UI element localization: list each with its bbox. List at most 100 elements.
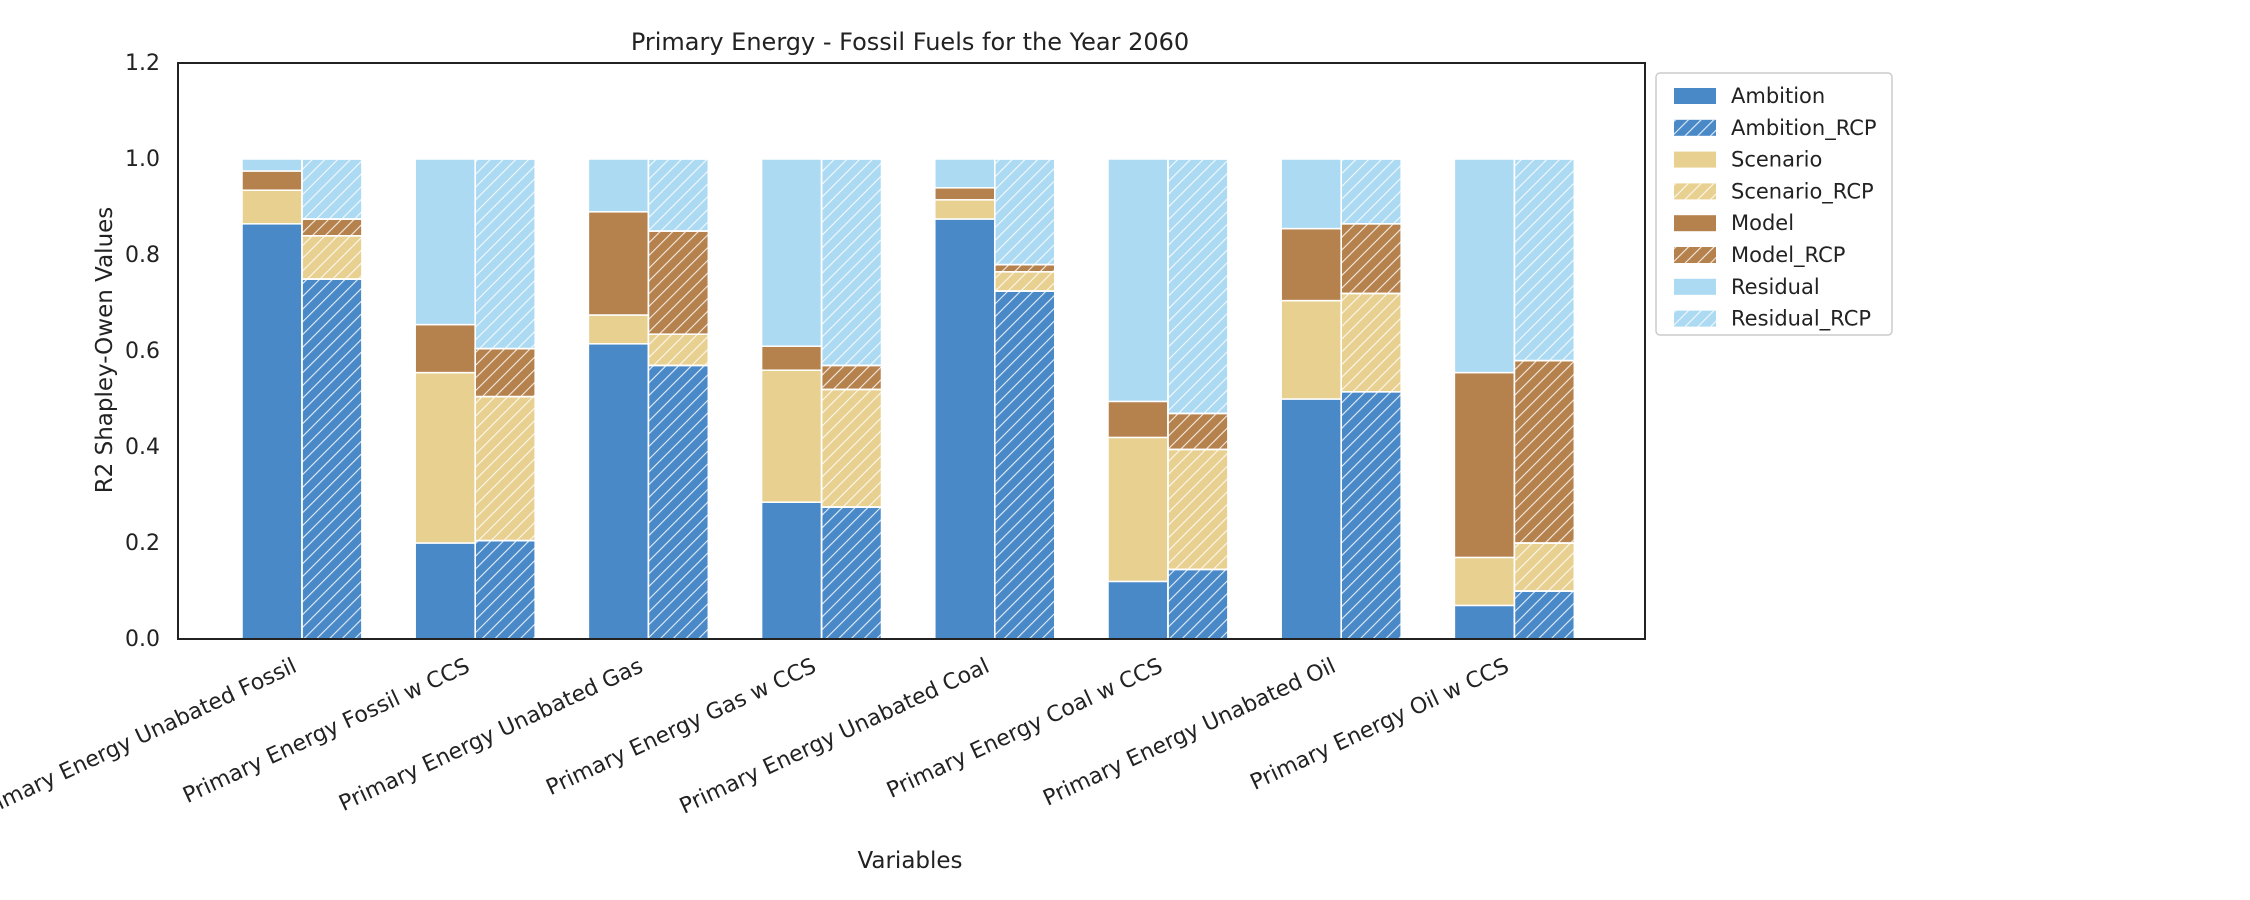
bar-scenario-6: [1107, 436, 1169, 583]
legend: Ambition Ambition_RCP Scenario Scenario_RCP…: [1655, 72, 1893, 336]
bar-hatch-residual-rcp-6: [1167, 158, 1229, 415]
legend-swatch-hatch-residual-rcp: [1674, 310, 1716, 327]
legend-swatch-residual: [1674, 278, 1716, 295]
bar-model-6: [1107, 400, 1169, 439]
bar-hatch-model-rcp-1: [301, 218, 363, 237]
x-tick-label: Primary Energy Unabated Coal: [676, 654, 993, 820]
bar-residual-2: [414, 158, 476, 326]
bar-residual-5: [934, 158, 996, 189]
bar-hatch-model-rcp-3: [647, 230, 710, 335]
bar-hatch-scenario-rcp-6: [1167, 448, 1229, 571]
bar-hatch-scenario-rcp-1: [301, 235, 363, 280]
bar-residual-6: [1107, 158, 1169, 403]
legend-label-residual: Residual: [1731, 275, 1820, 299]
bar-hatch-ambition-rcp-3: [647, 364, 710, 640]
legend-swatch-hatch-scenario-rcp: [1674, 183, 1716, 200]
x-tick-label: Primary Energy Unabated Oil: [1039, 654, 1339, 812]
bar-hatch-model-rcp-8: [1513, 359, 1576, 544]
bars-layer: [241, 158, 1576, 640]
x-axis-label: Variables: [857, 848, 962, 874]
bar-hatch-ambition-rcp-1: [301, 278, 363, 640]
plot-frame: [177, 62, 1646, 640]
bar-scenario-5: [934, 199, 996, 220]
x-tick-label: Primary Energy Fossil w CCS: [179, 654, 473, 809]
bar-hatch-residual-rcp-8: [1513, 158, 1576, 362]
legend-label-ambition: Ambition: [1731, 84, 1825, 108]
bar-hatch-model-rcp-5: [994, 263, 1056, 273]
bar-hatch-scenario-rcp-8: [1513, 542, 1576, 592]
y-tick-label: 0.6: [125, 339, 160, 364]
legend-label-model: Model: [1731, 211, 1794, 235]
bar-scenario-2: [414, 371, 476, 544]
bar-model-3: [587, 211, 650, 316]
bar-scenario-1: [241, 189, 303, 225]
bar-hatch-ambition-rcp-6: [1167, 568, 1229, 640]
bar-model-1: [241, 170, 303, 191]
bar-residual-1: [241, 158, 303, 172]
y-tick-label: 1.0: [125, 147, 160, 172]
bar-model-7: [1280, 227, 1342, 302]
y-tick-labels: 0.0 0.2 0.4 0.6 0.8 1.0 1.2: [125, 51, 160, 652]
x-tick-label: Primary Energy Unabated Gas: [335, 654, 647, 817]
bar-hatch-ambition-rcp-7: [1340, 391, 1402, 640]
legend-swatch-model: [1674, 215, 1716, 232]
x-tick-label: Primary Energy Gas w CCS: [542, 654, 820, 801]
bar-ambition-5: [934, 218, 996, 640]
bar-hatch-scenario-rcp-3: [647, 333, 710, 367]
bar-model-2: [414, 323, 476, 374]
bar-model-8: [1453, 371, 1516, 559]
bar-scenario-4: [760, 369, 823, 503]
legend-label-model-rcp: Model_RCP: [1731, 243, 1845, 268]
chart-title: Primary Energy - Fossil Fuels for the Ye…: [631, 28, 1189, 56]
bar-ambition-2: [414, 542, 476, 640]
bar-hatch-ambition-rcp-5: [994, 290, 1056, 640]
bar-hatch-residual-rcp-3: [647, 158, 710, 232]
bar-hatch-scenario-rcp-2: [474, 395, 536, 542]
bar-ambition-6: [1107, 580, 1169, 640]
legend-swatch-hatch-model-rcp: [1674, 247, 1716, 263]
bar-hatch-model-rcp-2: [474, 347, 536, 398]
bar-hatch-model-rcp-7: [1340, 223, 1402, 295]
y-tick-label: 0.0: [125, 627, 160, 652]
bar-model-5: [934, 187, 996, 201]
bar-hatch-scenario-rcp-4: [820, 388, 883, 508]
bar-hatch-ambition-rcp-2: [474, 539, 536, 640]
y-tick-label: 0.4: [125, 435, 160, 460]
bar-hatch-model-rcp-6: [1167, 412, 1229, 451]
bar-residual-3: [587, 158, 650, 213]
bar-hatch-residual-rcp-1: [301, 158, 363, 220]
legend-label-residual-rcp: Residual_RCP: [1731, 307, 1871, 332]
bar-ambition-7: [1280, 398, 1342, 640]
bar-hatch-ambition-rcp-8: [1513, 590, 1576, 640]
legend-label-scenario: Scenario: [1731, 148, 1822, 172]
legend-box: [1655, 72, 1893, 336]
bar-hatch-model-rcp-4: [820, 364, 883, 391]
bar-hatch-residual-rcp-7: [1340, 158, 1402, 225]
y-tick-label: 0.2: [125, 531, 160, 556]
bar-ambition-8: [1453, 604, 1516, 640]
bar-residual-4: [760, 158, 823, 347]
bar-model-4: [760, 345, 823, 371]
bar-hatch-scenario-rcp-5: [994, 271, 1056, 292]
bar-residual-7: [1280, 158, 1342, 230]
bar-residual-8: [1453, 158, 1516, 374]
y-axis-label: R2 Shapley-Owen Values: [92, 207, 118, 494]
legend-swatch-scenario: [1674, 151, 1716, 168]
bar-scenario-8: [1453, 556, 1516, 607]
bar-hatch-ambition-rcp-4: [820, 506, 883, 640]
bar-hatch-residual-rcp-4: [820, 158, 883, 367]
y-tick-label: 1.2: [125, 51, 160, 76]
bar-ambition-3: [587, 343, 650, 640]
bar-ambition-1: [241, 223, 303, 640]
legend-swatch-ambition: [1674, 88, 1716, 104]
bar-hatch-residual-rcp-2: [474, 158, 536, 350]
legend-label-ambition-rcp: Ambition_RCP: [1731, 116, 1877, 141]
x-tick-label: Primary Energy Unabated Fossil: [0, 654, 301, 825]
y-tick-label: 0.8: [125, 243, 160, 268]
bar-scenario-3: [587, 314, 650, 345]
legend-label-scenario-rcp: Scenario_RCP: [1731, 179, 1874, 204]
x-tick-label: Primary Energy Coal w CCS: [883, 654, 1166, 804]
bar-hatch-residual-rcp-5: [994, 158, 1056, 266]
